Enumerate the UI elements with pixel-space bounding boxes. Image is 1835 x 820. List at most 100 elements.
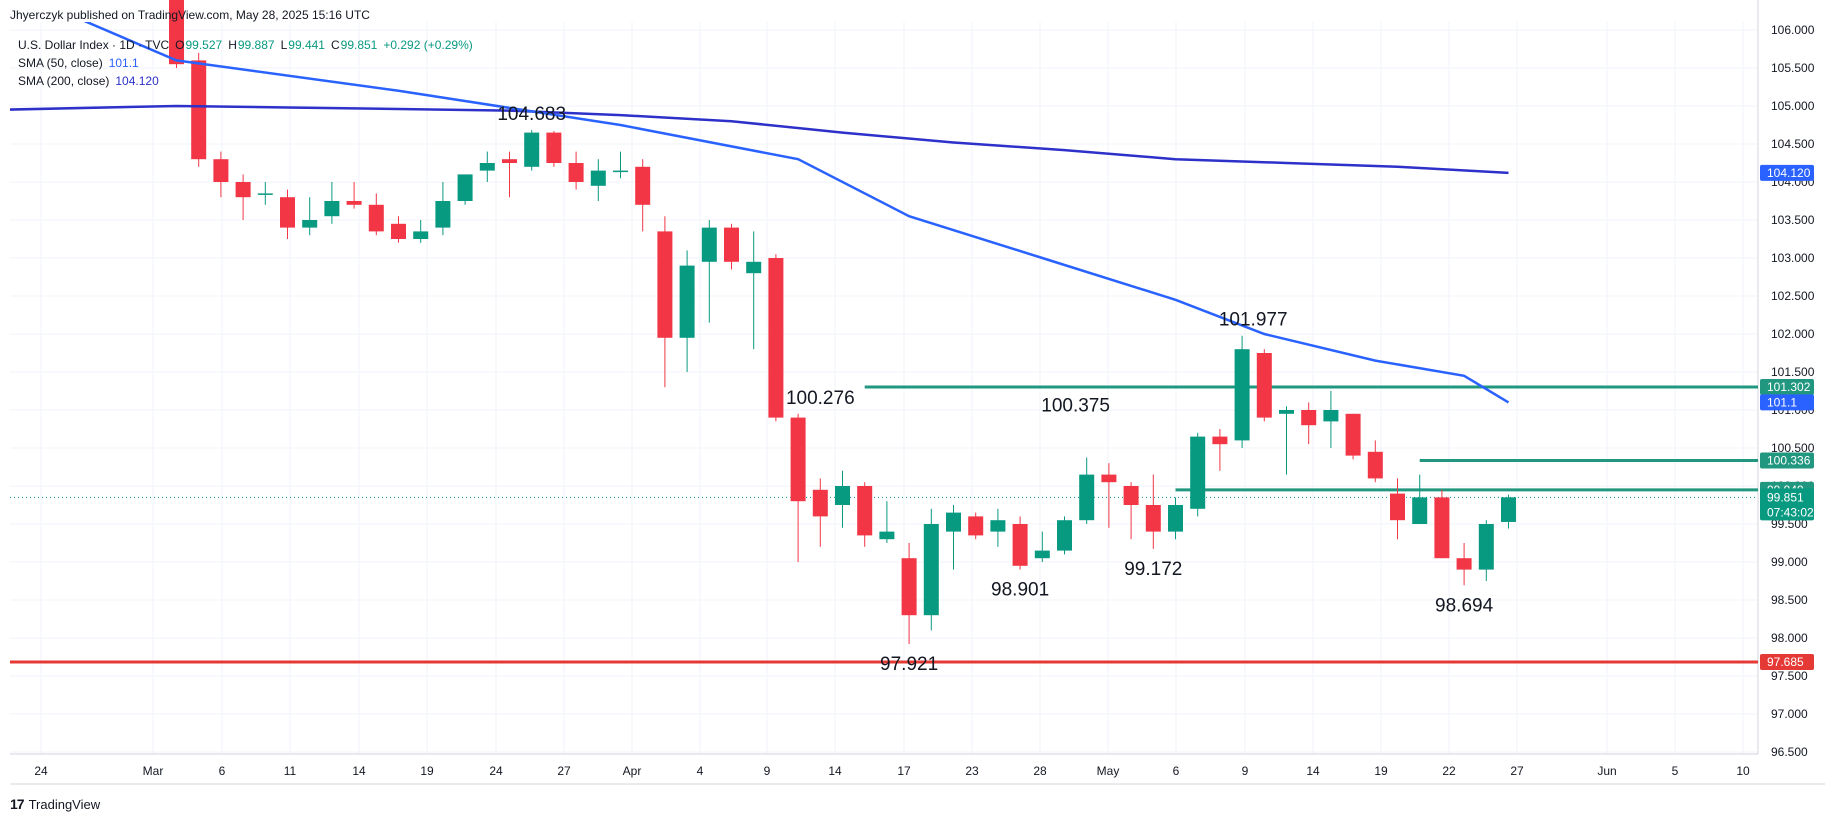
- sma200-price-tag[interactable]: 104.120: [1760, 164, 1814, 181]
- candle-body[interactable]: [1034, 550, 1050, 559]
- candle-body[interactable]: [657, 231, 673, 338]
- candle-body[interactable]: [835, 486, 850, 505]
- time-tick-label: 6: [219, 764, 226, 778]
- candle-body[interactable]: [679, 265, 695, 338]
- candle-body[interactable]: [1123, 486, 1139, 505]
- sma50-price-tag-text: 101.1: [1767, 395, 1797, 409]
- candle-body[interactable]: [1456, 558, 1472, 570]
- sma200-value: 104.120: [115, 74, 159, 88]
- candle-body[interactable]: [1057, 520, 1072, 551]
- candle-body[interactable]: [1190, 436, 1206, 509]
- candle-body[interactable]: [368, 204, 384, 232]
- sma200-line[interactable]: [0, 104, 1509, 175]
- candle-body[interactable]: [1279, 410, 1294, 414]
- candle-body[interactable]: [1501, 497, 1516, 522]
- time-tick-label: 9: [1242, 764, 1249, 778]
- candle-body[interactable]: [923, 524, 939, 616]
- candle-body[interactable]: [1012, 524, 1028, 566]
- price-tick-label: 102.000: [1771, 327, 1815, 341]
- candle-body[interactable]: [1212, 436, 1228, 445]
- tradingview-logo-icon: 17: [10, 796, 25, 812]
- candle-body[interactable]: [746, 261, 762, 274]
- candle-body[interactable]: [1168, 505, 1183, 532]
- price-annotation: 101.977: [1219, 310, 1288, 331]
- time-tick-label: 5: [1672, 764, 1679, 778]
- candle-body[interactable]: [990, 520, 1006, 532]
- candle-body[interactable]: [1301, 410, 1317, 426]
- candle-body[interactable]: [1412, 497, 1428, 524]
- candle-body[interactable]: [879, 531, 895, 540]
- candle-body[interactable]: [1101, 474, 1117, 483]
- candle-body[interactable]: [1234, 349, 1250, 441]
- candle-body[interactable]: [391, 223, 406, 239]
- level-price-tag[interactable]: 101.302: [1760, 379, 1814, 396]
- candle-body[interactable]: [613, 170, 628, 173]
- candle-body[interactable]: [1323, 410, 1339, 422]
- price-tick-label: 105.000: [1771, 99, 1815, 113]
- candles[interactable]: [169, 0, 1516, 645]
- candle-body[interactable]: [524, 132, 540, 167]
- time-tick-label: Jun: [1597, 764, 1616, 778]
- candle-body[interactable]: [1478, 524, 1494, 570]
- ohlc-open: 99.527: [185, 38, 223, 52]
- tradingview-brand: TradingView: [28, 796, 101, 812]
- candle-body[interactable]: [257, 193, 273, 195]
- candle-body[interactable]: [1367, 451, 1383, 479]
- published-note: Jhyerczyk published on TradingView.com, …: [10, 8, 370, 22]
- price-annotation: 97.921: [880, 654, 938, 675]
- candle-body[interactable]: [1256, 353, 1272, 418]
- time-axis[interactable]: 24 Mar 6 11 14 19 24 27 Apr 4 9 14 17 23 28 May 6 9 14 19 22…: [34, 764, 1750, 778]
- candle-body[interactable]: [280, 197, 295, 228]
- candle-body[interactable]: [768, 258, 784, 418]
- price-tick-label: 103.000: [1771, 251, 1815, 265]
- candle-body[interactable]: [1345, 413, 1361, 456]
- sma50-price-tag[interactable]: 101.1: [1760, 394, 1814, 411]
- candle-body[interactable]: [701, 227, 717, 262]
- sma50-line[interactable]: [0, 0, 1510, 404]
- candle-body[interactable]: [169, 0, 184, 65]
- price-annotation: 98.901: [991, 580, 1049, 601]
- sma50-legend-row[interactable]: SMA (50, close) 101.1: [18, 54, 473, 72]
- symbol-title[interactable]: U.S. Dollar Index · 1D · TVC: [18, 38, 170, 52]
- grid: [10, 22, 1758, 754]
- ohlc-close-label: C: [330, 38, 340, 52]
- time-tick-label: 14: [1306, 764, 1320, 778]
- candle-body[interactable]: [901, 558, 917, 616]
- candle-body[interactable]: [812, 489, 828, 517]
- candle-body[interactable]: [302, 220, 318, 228]
- price-tick-label: 97.500: [1771, 669, 1808, 683]
- time-tick-label: 24: [489, 764, 503, 778]
- candle-body[interactable]: [546, 132, 562, 163]
- level-price-tag[interactable]: 100.336: [1760, 452, 1814, 469]
- candle-body[interactable]: [790, 417, 806, 502]
- candle-body[interactable]: [946, 512, 961, 532]
- candle-body[interactable]: [235, 182, 251, 198]
- price-annotation: 99.172: [1124, 559, 1182, 580]
- candle-body[interactable]: [1390, 493, 1405, 521]
- sma200-legend-row[interactable]: SMA (200, close) 104.120: [18, 72, 473, 90]
- candle-body[interactable]: [857, 486, 873, 536]
- candle-body[interactable]: [479, 163, 495, 171]
- candle-body[interactable]: [635, 166, 651, 205]
- candle-body[interactable]: [435, 201, 451, 228]
- time-tick-label: 27: [557, 764, 571, 778]
- candle-body[interactable]: [191, 60, 207, 160]
- candle-body[interactable]: [1079, 474, 1095, 521]
- candle-body[interactable]: [1434, 497, 1450, 559]
- tradingview-footer[interactable]: 17 TradingView: [10, 796, 100, 812]
- candle-body[interactable]: [324, 201, 340, 217]
- candle-body[interactable]: [968, 516, 984, 536]
- time-tick-label: 23: [965, 764, 979, 778]
- candle-body[interactable]: [346, 201, 362, 205]
- candle-body[interactable]: [457, 174, 473, 201]
- support-price-tag[interactable]: 97.685: [1760, 653, 1814, 670]
- candle-body[interactable]: [213, 159, 229, 182]
- candle-body[interactable]: [1145, 505, 1161, 532]
- candle-body[interactable]: [413, 231, 429, 239]
- candle-body[interactable]: [590, 170, 606, 186]
- candle-body[interactable]: [724, 227, 739, 262]
- candle-body[interactable]: [568, 163, 584, 182]
- candle-body[interactable]: [502, 159, 517, 163]
